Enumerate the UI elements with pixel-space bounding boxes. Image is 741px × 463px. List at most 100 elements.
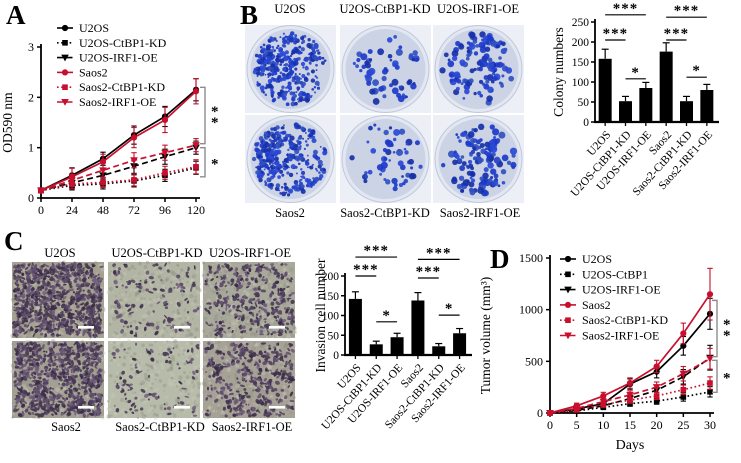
significance-label: * — [631, 65, 640, 81]
dish-label-u2os-irf1-oe: U2OS-IRF1-OE — [437, 2, 519, 16]
invasion-label-saos2: Saos2 — [51, 420, 81, 434]
y-axis-label: OD590 nm — [0, 92, 15, 153]
colony-dish-5 — [433, 115, 524, 203]
bar-U2OS — [348, 298, 362, 355]
significance-label: *** — [613, 1, 639, 17]
significance-label: *** — [664, 26, 690, 42]
panel-d-letter: D — [490, 244, 510, 274]
legend-label: Saos2 — [79, 65, 108, 79]
bar-Saos2-IRF1-OE — [453, 333, 467, 355]
panel-b-letter: B — [240, 0, 259, 30]
bar-U2OS — [598, 58, 612, 122]
svg-text:1: 1 — [28, 141, 34, 155]
svg-text:24: 24 — [66, 203, 78, 217]
bar-U2OS-IRF1-OE — [390, 337, 404, 355]
legend-label: U2OS-IRF1-OE — [79, 51, 158, 65]
bar-Saos2-CtBP1-KD — [432, 346, 446, 355]
colony-dish-images — [245, 25, 524, 203]
significance-label: *** — [364, 243, 390, 259]
colony-dish-1 — [340, 25, 431, 113]
invasion-image-1 — [106, 260, 202, 340]
axes: 0 50 100 150 200 250 Colony numbers — [551, 17, 719, 129]
svg-text:150: 150 — [572, 57, 590, 69]
significance-label: *** — [603, 26, 629, 42]
significance-label: *** — [353, 262, 379, 278]
significance-label: * — [382, 308, 391, 324]
svg-text:0: 0 — [28, 191, 34, 205]
scale-bar — [269, 326, 285, 329]
invasion-label-saos2-irf1-oe: Saos2-IRF1-OE — [211, 420, 293, 434]
svg-text:100: 100 — [572, 77, 590, 89]
panel-c-letter: C — [4, 226, 24, 256]
legend-label: U2OS — [582, 252, 612, 266]
scale-bar — [78, 406, 94, 409]
bar-Saos2 — [659, 51, 673, 122]
axes: 0 1 2 3 0 24 48 72 96 120 OD590 nm — [0, 40, 205, 217]
significance-label: *** — [674, 3, 700, 19]
x-axis-label: Days — [616, 438, 645, 453]
svg-text:250: 250 — [572, 17, 590, 29]
legend-label: U2OS-CtBP1-KD — [79, 36, 167, 50]
dish-label-saos2: Saos2 — [275, 206, 305, 220]
svg-text:*: * — [211, 104, 219, 120]
scale-bar — [174, 326, 190, 329]
panel-a-letter: A — [6, 0, 26, 30]
svg-text:72: 72 — [128, 203, 140, 217]
y-axis-label: Colony numbers — [551, 27, 566, 117]
svg-text:200: 200 — [572, 37, 590, 49]
colony-dish-3 — [245, 115, 336, 203]
bar-U2OS-IRF1-OE — [639, 88, 653, 122]
svg-text:48: 48 — [97, 203, 109, 217]
invasion-label-u2os-irf1-oe: U2OS-IRF1-OE — [209, 246, 291, 260]
colony-dish-4 — [340, 115, 431, 203]
legend-label: Saos2-CtBP1-KD — [79, 80, 165, 94]
svg-text:50: 50 — [578, 97, 590, 109]
series-Saos2-IRF1-OE — [546, 347, 714, 417]
dish-label-u2os: U2OS — [274, 2, 306, 16]
bar-Saos2 — [411, 300, 425, 355]
svg-text:120: 120 — [187, 203, 205, 217]
significance-label: *** — [416, 264, 442, 280]
legend-label: U2OS-CtBP1 — [582, 267, 648, 281]
invasion-image-3 — [10, 338, 106, 420]
legend-label: Saos2-CtBP1-KD — [582, 313, 668, 327]
significance-lines: ************** — [603, 1, 707, 81]
svg-text:0: 0 — [38, 203, 44, 217]
bar-U2OS-CtBP1-KD — [619, 101, 632, 122]
dish-label-saos2-ctbp1-kd: Saos2-CtBP1-KD — [340, 206, 430, 220]
bar-Saos2-CtBP1-KD — [680, 101, 693, 122]
significance-brackets: *** — [712, 299, 731, 394]
scale-bar — [174, 406, 190, 409]
y-axis-label: Tumor volume (mm³) — [478, 277, 493, 395]
y-axis-label: Invasion cell number — [313, 258, 328, 372]
legend-label: U2OS-IRF1-OE — [582, 283, 661, 297]
dish-label-saos2-irf1-oe: Saos2-IRF1-OE — [439, 206, 521, 220]
svg-text:*: * — [211, 156, 219, 172]
colony-dish-0 — [245, 25, 336, 113]
invasion-label-u2os-ctbp1-kd: U2OS-CtBP1-KD — [111, 246, 203, 260]
legend-label: Saos2-IRF1-OE — [79, 95, 156, 109]
legend-label: U2OS — [79, 21, 109, 35]
series-Saos2-IRF1-OE — [37, 138, 200, 195]
svg-text:0: 0 — [583, 117, 589, 129]
legend: U2OSU2OS-CtBP1-KDU2OS-IRF1-OESaos2Saos2-… — [57, 21, 167, 109]
significance-label: * — [692, 63, 701, 79]
proliferation-line-chart: 0 1 2 3 0 24 48 72 96 120 OD590 nm U2OSU2OS-CtBP1-K… — [0, 21, 219, 217]
invasion-label-saos2-ctbp1-kd: Saos2-CtBP1-KD — [115, 420, 205, 434]
svg-text:2: 2 — [28, 90, 34, 104]
colony-dish-2 — [433, 25, 524, 113]
legend-label: Saos2 — [582, 298, 611, 312]
invasion-label-u2os: U2OS — [44, 246, 76, 260]
scale-bar — [269, 406, 285, 409]
bar-U2OS-CtBP1-KD — [369, 344, 383, 355]
significance-lines: ************** — [353, 243, 460, 324]
invasion-image-2 — [201, 260, 298, 340]
significance-brackets: *** — [200, 86, 219, 178]
significance-label: * — [445, 301, 454, 317]
